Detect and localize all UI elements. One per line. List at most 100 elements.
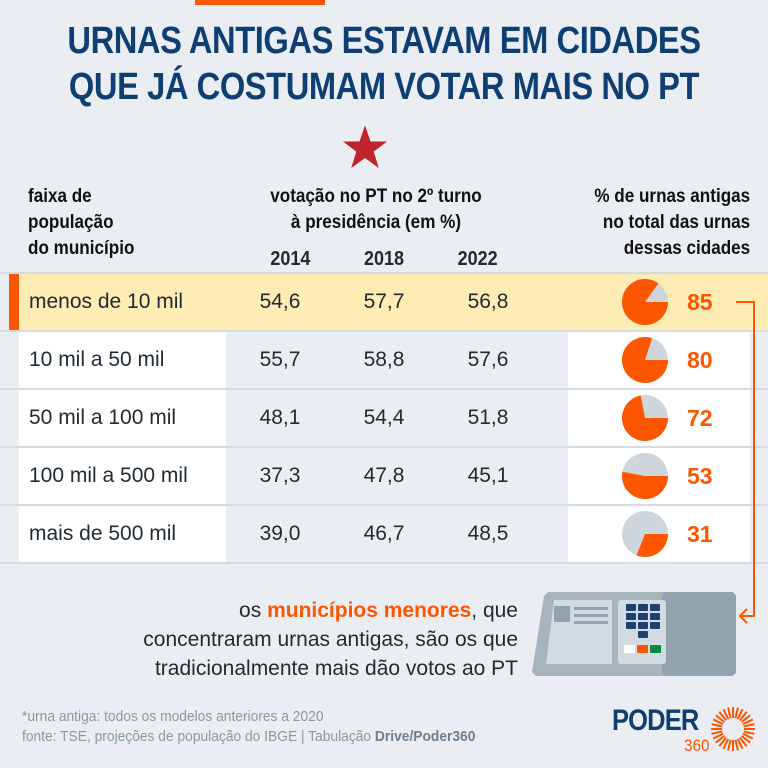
vote-value-2018: 58,8	[363, 348, 405, 371]
logo-number: 360	[684, 736, 710, 755]
sun-ray	[743, 730, 755, 735]
header-population-line: do município	[28, 238, 135, 259]
pt-star-icon	[342, 125, 388, 169]
header-old-line: no total das urnas	[602, 212, 750, 233]
logo-wordmark: PODER	[612, 704, 699, 737]
caption-emphasis: municípios menores	[267, 599, 472, 622]
sun-ray	[727, 739, 732, 751]
sun-ray	[739, 736, 748, 747]
sun-ray	[739, 711, 748, 722]
vote-value-2018: 57,7	[363, 290, 405, 313]
sun-ray	[712, 718, 724, 726]
sun-ray	[740, 714, 751, 723]
header-old-machines: % de urnas antigas no total das urnas de…	[594, 184, 750, 262]
sun-ray	[743, 723, 755, 728]
old-machines-percent: 72	[687, 405, 713, 431]
vote-value-2022: 51,8	[467, 406, 509, 429]
caption-line-2: concentraram urnas antigas, são os que	[143, 628, 518, 651]
table-divider	[0, 388, 768, 390]
vote-value-2014: 55,7	[259, 348, 301, 371]
old-machines-pie	[622, 453, 668, 499]
title-line-1: URNAS ANTIGAS ESTAVAM EM CIDADES	[67, 20, 701, 62]
table-row: mais de 500 mil 39,0 46,7 48,5 31	[0, 506, 768, 562]
year-header-2014: 2014	[270, 248, 311, 270]
title-line-2: QUE JÁ COSTUMAM VOTAR MAIS NO PT	[68, 66, 700, 108]
sun-ray	[742, 732, 754, 740]
table-divider	[0, 446, 768, 448]
old-machines-pie	[622, 337, 668, 383]
vote-value-2014: 54,6	[259, 290, 301, 313]
population-range-label: 50 mil a 100 mil	[29, 406, 177, 429]
footer-source: fonte: TSE, projeções de população do IB…	[22, 728, 375, 745]
header-vote-share: votação no PT no 2º turno à presidência …	[241, 184, 511, 236]
table-row: 50 mil a 100 mil 48,1 54,4 51,8 72	[0, 390, 768, 446]
highlight-marker	[9, 274, 19, 330]
top-accent-bar	[195, 0, 325, 5]
header-vote-line: à presidência (em %)	[290, 212, 462, 233]
arrow-connector-icon	[736, 301, 755, 624]
sun-ray	[734, 739, 739, 751]
voting-machine-icon	[532, 592, 736, 676]
header-population-line: faixa de	[28, 186, 92, 207]
header-population: faixa de população do município	[28, 184, 134, 262]
vote-value-2014: 37,3	[259, 464, 301, 487]
label-cell-background	[19, 448, 226, 504]
old-machines-percent: 85	[687, 289, 713, 315]
caption-line-3: tradicionalmente mais dão votos ao PT	[154, 657, 518, 680]
vote-value-2014: 39,0	[259, 522, 301, 545]
table-row: 10 mil a 50 mil 55,7 58,8 57,6 80	[0, 332, 768, 388]
sun-ray	[740, 735, 751, 744]
sun-ray	[715, 714, 726, 723]
pie-slice-old	[622, 471, 668, 499]
year-header-2022: 2022	[457, 248, 498, 270]
label-cell-background	[19, 332, 226, 388]
table-divider	[0, 330, 768, 332]
sun-ray	[718, 736, 727, 747]
vote-value-2018: 46,7	[363, 522, 405, 545]
label-cell-background	[19, 506, 226, 562]
population-range-label: menos de 10 mil	[29, 290, 184, 313]
pie-slice-old	[622, 337, 668, 383]
sun-ray	[734, 707, 739, 719]
table-divider	[0, 504, 768, 506]
old-machines-pie	[622, 511, 668, 557]
footer-note: *urna antiga: todos os modelos anteriore…	[22, 708, 324, 725]
caption: os municípios menores, que concentraram …	[143, 596, 518, 683]
vote-value-2018: 54,4	[363, 406, 405, 429]
header-population-line: população	[28, 212, 114, 233]
vote-value-2022: 57,6	[467, 348, 509, 371]
vote-value-2022: 48,5	[467, 522, 509, 545]
population-range-label: 10 mil a 50 mil	[29, 348, 165, 371]
year-header-2018: 2018	[363, 248, 405, 270]
old-machines-percent: 53	[687, 463, 713, 489]
footer: *urna antiga: todos os modelos anteriore…	[22, 707, 475, 747]
old-machines-pie	[622, 395, 668, 441]
population-range-label: mais de 500 mil	[29, 522, 177, 545]
population-range-label: 100 mil a 500 mil	[29, 464, 188, 487]
old-machines-pie	[622, 279, 668, 325]
poder360-logo: PODER 360	[612, 702, 762, 758]
sun-ray	[722, 738, 730, 750]
sun-ray	[712, 732, 724, 740]
footer-credit: Drive/Poder360	[374, 728, 476, 745]
sun-ray	[715, 735, 726, 744]
page-title: URNAS ANTIGAS ESTAVAM EM CIDADES QUE JÁ …	[54, 18, 714, 110]
sun-ray	[727, 707, 732, 719]
header-old-line: dessas cidades	[623, 238, 750, 259]
old-machines-percent: 31	[687, 521, 713, 547]
sun-ray	[711, 723, 723, 728]
sun-ray	[722, 708, 730, 720]
sun-ray	[742, 718, 754, 726]
sun-burst-icon	[711, 707, 755, 751]
table-row: 100 mil a 500 mil 37,3 47,8 45,1 53	[0, 448, 768, 504]
pie-slice-old	[636, 534, 668, 557]
vote-value-2022: 45,1	[467, 464, 509, 487]
pie-slice-old	[622, 279, 668, 325]
table-divider	[0, 272, 768, 274]
sun-ray	[736, 708, 744, 720]
vote-value-2022: 56,8	[467, 290, 509, 313]
header-vote-line: votação no PT no 2º turno	[270, 186, 482, 207]
header-old-line: % de urnas antigas	[594, 186, 750, 207]
sun-ray	[711, 730, 723, 735]
caption-text: os	[239, 599, 268, 622]
